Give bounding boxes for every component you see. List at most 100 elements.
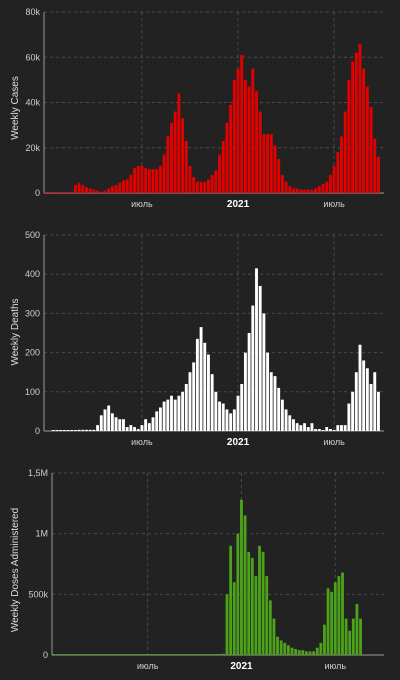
bar: [207, 354, 210, 431]
bar: [171, 654, 175, 655]
bar: [92, 654, 95, 655]
bar: [59, 192, 63, 193]
bar: [51, 192, 55, 193]
bar: [377, 391, 380, 431]
bar: [162, 401, 166, 431]
bar: [328, 429, 332, 431]
bar: [325, 181, 329, 193]
bar: [277, 159, 281, 193]
bar: [221, 140, 225, 193]
y-axis-label: Weekly Cases: [10, 76, 21, 140]
bar: [142, 654, 146, 655]
x-tick-label: июль: [325, 661, 347, 671]
bar: [214, 654, 218, 655]
bar: [262, 134, 266, 193]
bar: [328, 174, 332, 193]
bar: [355, 604, 359, 655]
bar: [59, 654, 63, 655]
bar: [55, 192, 59, 193]
bar: [373, 138, 377, 193]
bar: [251, 305, 255, 431]
bar: [139, 654, 142, 655]
bar: [214, 391, 218, 431]
bar: [135, 654, 139, 655]
bar: [229, 104, 233, 193]
bar: [250, 557, 254, 655]
bar: [162, 154, 166, 193]
weekly-deaths-svg: 0 100 200 300 400 500 июль 2021 июль Weekly Death…: [10, 230, 384, 448]
bar: [157, 654, 160, 655]
bar: [325, 427, 329, 431]
bar: [240, 499, 243, 655]
bar: [158, 165, 162, 193]
bar: [124, 654, 128, 655]
bar: [247, 333, 251, 431]
bar: [103, 190, 107, 193]
x-tick-label: июль: [137, 661, 159, 671]
bar: [178, 654, 182, 655]
bar: [340, 136, 343, 193]
bar: [243, 515, 247, 655]
x-tick-label: июль: [131, 437, 153, 447]
bar: [314, 188, 318, 193]
bar: [81, 654, 85, 655]
bar: [184, 140, 188, 193]
bar: [254, 576, 258, 655]
bar: [290, 647, 294, 655]
x-tick-label: 2021: [227, 199, 250, 210]
bar: [321, 183, 325, 193]
bar: [303, 423, 306, 431]
bar: [326, 588, 330, 655]
bar: [173, 399, 177, 431]
bar: [308, 651, 312, 655]
bar: [170, 395, 173, 431]
bar: [59, 430, 63, 431]
bar: [85, 187, 88, 193]
bar: [122, 419, 125, 431]
bar: [66, 192, 70, 193]
bar: [373, 372, 377, 431]
bar: [110, 654, 113, 655]
bar: [133, 427, 136, 431]
bar: [280, 174, 284, 193]
bar: [272, 618, 276, 655]
bar: [193, 654, 196, 655]
bar: [243, 79, 247, 193]
bar: [182, 654, 186, 655]
bar: [133, 168, 136, 193]
y-tick-label: 300: [25, 308, 40, 318]
bar: [330, 591, 334, 655]
bar: [66, 430, 70, 431]
y-axis-label: Weekly Doses Administered: [10, 508, 21, 632]
bar: [77, 182, 81, 193]
bar: [222, 653, 225, 655]
bar: [362, 360, 366, 431]
x-tick-label: 2021: [227, 437, 250, 448]
bar: [303, 189, 306, 193]
bar: [149, 654, 153, 655]
bar: [315, 647, 319, 655]
y-tick-label: 400: [25, 269, 40, 279]
bar: [192, 177, 196, 193]
bar: [114, 417, 118, 431]
y-tick-label: 0: [43, 650, 48, 660]
bar: [369, 383, 373, 431]
bar: [347, 79, 351, 193]
bar: [147, 169, 151, 193]
bar: [299, 189, 303, 193]
bar: [225, 122, 229, 193]
y-tick-label: 80k: [25, 7, 40, 17]
y-tick-label: 0: [35, 426, 40, 436]
bar: [102, 654, 106, 655]
bar: [317, 429, 321, 431]
bar: [221, 403, 225, 431]
bar: [337, 576, 341, 655]
bar: [129, 174, 133, 193]
bar: [95, 654, 99, 655]
bar: [268, 600, 272, 655]
bar: [258, 111, 262, 193]
bar: [114, 185, 118, 193]
bar: [284, 181, 288, 193]
bar: [266, 352, 270, 431]
bar: [286, 645, 290, 655]
